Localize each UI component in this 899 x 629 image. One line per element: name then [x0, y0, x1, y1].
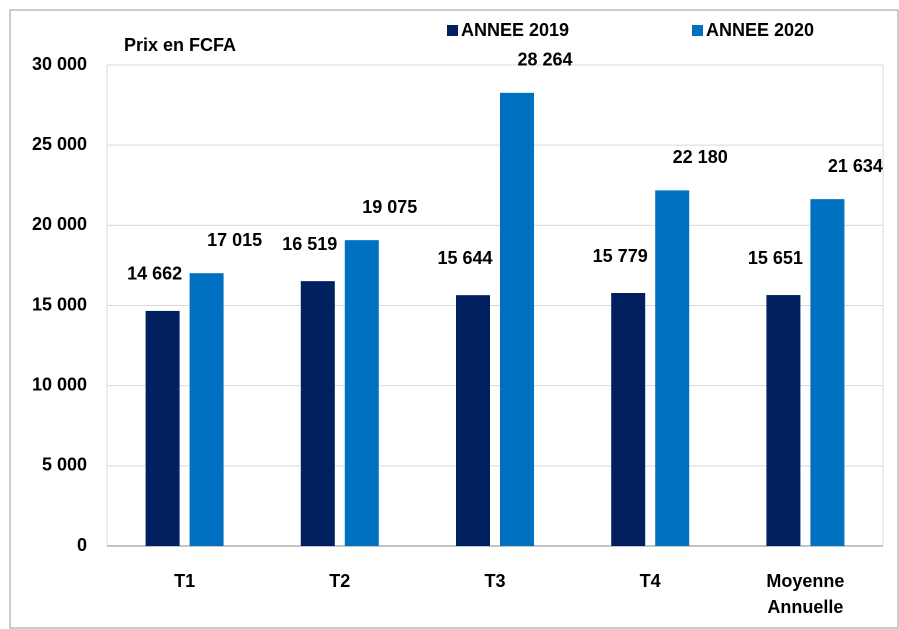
legend-label: ANNEE 2019	[461, 20, 569, 40]
data-label: 28 264	[517, 50, 572, 70]
frame	[9, 9, 899, 629]
x-tick-label: T1	[174, 571, 196, 591]
data-label: 17 015	[207, 230, 262, 250]
y-tick-label: 30 000	[32, 54, 87, 74]
legend-swatch	[447, 25, 458, 36]
axis-label: Prix en FCFA	[124, 35, 236, 55]
data-label: 22 180	[673, 147, 728, 167]
x-tick-label: T3	[484, 571, 506, 591]
y-tick-label: 10 000	[32, 374, 87, 394]
data-label: 15 779	[593, 246, 648, 266]
data-label: 16 519	[282, 234, 337, 254]
bar	[300, 281, 335, 546]
data-label: 14 662	[127, 264, 182, 284]
bar	[189, 273, 224, 546]
bar	[766, 295, 801, 546]
y-tick-label: 25 000	[32, 134, 87, 154]
y-tick-label: 20 000	[32, 214, 87, 234]
data-label: 15 644	[437, 248, 492, 268]
bar	[810, 199, 845, 546]
y-tick-label: 15 000	[32, 294, 87, 314]
bar	[456, 295, 490, 546]
y-tick-label: 0	[77, 535, 87, 555]
bar	[611, 293, 646, 546]
data-label: 19 075	[362, 197, 417, 217]
legend-swatch	[692, 25, 703, 36]
data-label: 15 651	[748, 248, 803, 268]
data-label: 21 634	[828, 156, 883, 176]
x-tick-label: Moyenne Annuelle	[766, 571, 845, 617]
bar	[344, 240, 379, 546]
y-tick-label: 5 000	[42, 455, 87, 475]
x-tick-label: T2	[329, 571, 351, 591]
bar	[655, 190, 690, 546]
bar	[145, 310, 180, 546]
bar	[500, 92, 534, 547]
x-tick-label: T4	[639, 571, 661, 591]
legend-label: ANNEE 2020	[706, 20, 814, 40]
